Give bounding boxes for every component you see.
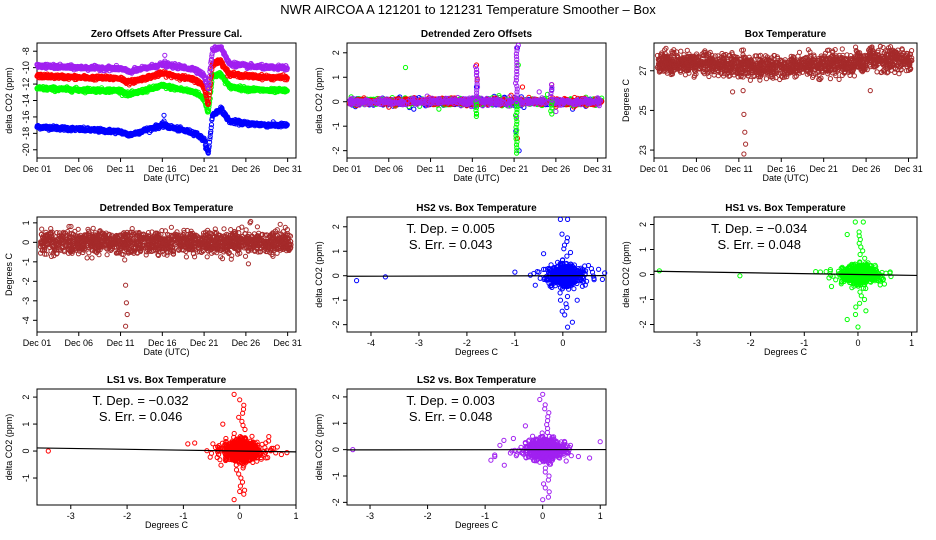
data-point: [436, 106, 442, 112]
x-tick-label: Dec 06: [375, 164, 404, 174]
data-point: [207, 139, 213, 145]
x-axis-label: Date (UTC): [143, 173, 189, 183]
data-point: [284, 88, 290, 94]
y-tick-label: -16: [21, 110, 31, 123]
y-tick-label: -10: [21, 61, 31, 74]
chart-panel-2: Detrended Zero Offsets Dec 01 Dec 06 Dec 11…: [314, 29, 612, 183]
data-point: [207, 133, 213, 140]
x-axis-label: Date (UTC): [453, 173, 499, 183]
y-axis-label: delta CO2 (ppm): [4, 67, 14, 134]
y-tick-label: -8: [21, 47, 31, 55]
data-point: [162, 52, 168, 58]
x-tick-label: Dec 11: [107, 164, 135, 174]
x-tick-label: Dec 11: [417, 164, 445, 174]
y-tick-label: 1: [331, 75, 341, 80]
x-tick-label: Dec 01: [333, 164, 362, 174]
data-point: [411, 106, 417, 112]
y-tick-label: -20: [21, 143, 31, 156]
chart-panel-1: Zero Offsets After Pressure Cal. Dec 01 De…: [4, 29, 302, 183]
data-point: [284, 122, 290, 128]
data-points: [34, 44, 290, 156]
data-point: [402, 64, 409, 71]
y-axis-label: delta CO2 (ppm): [314, 67, 324, 134]
data-points: [346, 42, 605, 156]
data-point: [161, 118, 167, 124]
x-tick-label: Dec 16: [148, 164, 177, 174]
data-point: [206, 148, 212, 154]
x-tick-label: Dec 26: [542, 164, 571, 174]
data-point: [206, 108, 212, 114]
y-tick-label: -2: [331, 147, 341, 155]
figure-title: NWR AIRCOA A 121201 to 121231 Temperatur…: [280, 2, 656, 17]
data-point: [201, 135, 207, 141]
x-tick-label: Dec 21: [500, 164, 529, 174]
x-tick-label: Dec 31: [583, 164, 612, 174]
y-tick-label: -1: [331, 122, 341, 130]
data-point: [208, 122, 215, 128]
data-point: [519, 84, 526, 90]
x-tick-label: Dec 31: [273, 164, 302, 174]
x-tick-label: Dec 21: [190, 164, 219, 174]
data-point: [207, 136, 213, 142]
x-tick-label: Dec 26: [232, 164, 261, 174]
y-tick-label: 0: [331, 99, 341, 104]
x-tick-label: Dec 01: [23, 164, 52, 174]
y-tick-label: -14: [21, 94, 31, 107]
data-point: [205, 150, 211, 156]
x-tick-label: Dec 06: [65, 164, 94, 174]
y-tick-label: -12: [21, 78, 31, 91]
data-point: [208, 125, 214, 131]
chart-title: Detrended Zero Offsets: [421, 29, 533, 40]
chart-title: Zero Offsets After Pressure Cal.: [91, 29, 243, 40]
data-point: [161, 112, 167, 118]
y-tick-label: 2: [331, 50, 341, 55]
y-tick-label: -18: [21, 127, 31, 140]
